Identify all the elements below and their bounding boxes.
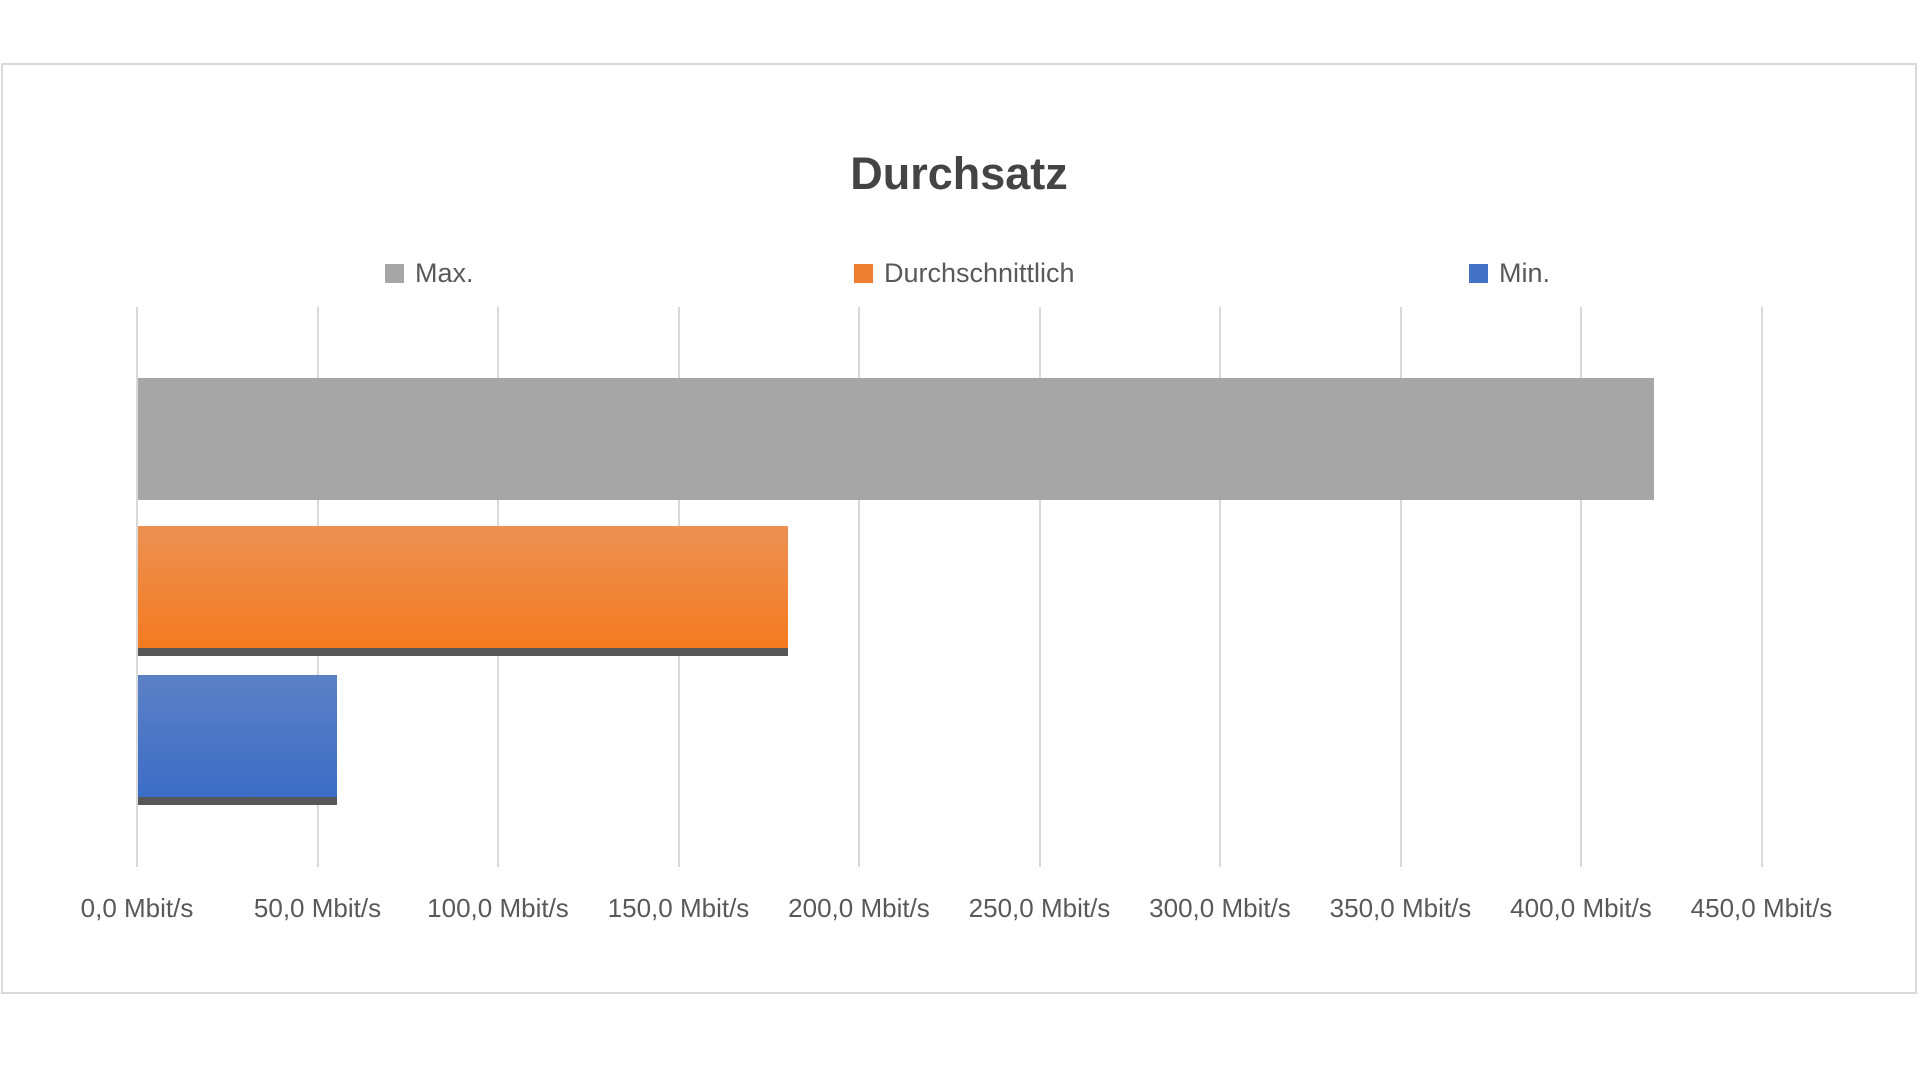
chart-area[interactable]: Durchsatz Max. Durchschnittlich Min. 0,0 M… [1,63,1917,994]
legend-item-min[interactable]: Min. [1469,257,1551,288]
bar-shadow [138,648,788,656]
legend-item-durchschnittlich[interactable]: Durchschnittlich [854,257,1075,288]
gridline [1399,307,1402,867]
legend-label: Min. [1499,257,1551,288]
x-axis-tick-label: 350,0 Mbit/s [1329,893,1472,923]
x-axis-tick-label: 250,0 Mbit/s [968,893,1111,923]
x-axis-tick-label: 400,0 Mbit/s [1510,893,1652,923]
legend-swatch-durchschnittlich [854,263,873,283]
x-axis-tick-label: 300,0 Mbit/s [1149,893,1291,923]
x-axis-tick-label: 200,0 Mbit/s [788,893,930,923]
chart-title: Durchsatz [850,148,1068,199]
legend-item-max[interactable]: Max. [385,257,474,288]
bar-shadow [138,797,337,805]
x-axis-tick-label: 450,0 Mbit/s [1690,893,1833,923]
gridline [1038,307,1041,867]
gridline [1219,307,1221,867]
legend-label: Max. [415,257,474,288]
legend-label: Durchschnittlich [884,257,1075,288]
bar-durchschnittlich[interactable] [138,526,788,648]
bar-min[interactable] [138,675,337,797]
x-axis-tick-label: 150,0 Mbit/s [607,893,750,923]
gridline [136,307,138,867]
gridline [858,307,860,867]
x-axis-tick-label: 100,0 Mbit/s [427,893,569,923]
x-axis-tick-label: 0,0 Mbit/s [80,893,194,923]
bar-max[interactable] [138,378,1655,500]
gridline [1580,307,1582,867]
gridline [1760,307,1763,867]
legend-swatch-max [385,263,404,283]
legend-swatch-min [1469,263,1488,283]
x-axis-tick-label: 50,0 Mbit/s [253,893,382,923]
